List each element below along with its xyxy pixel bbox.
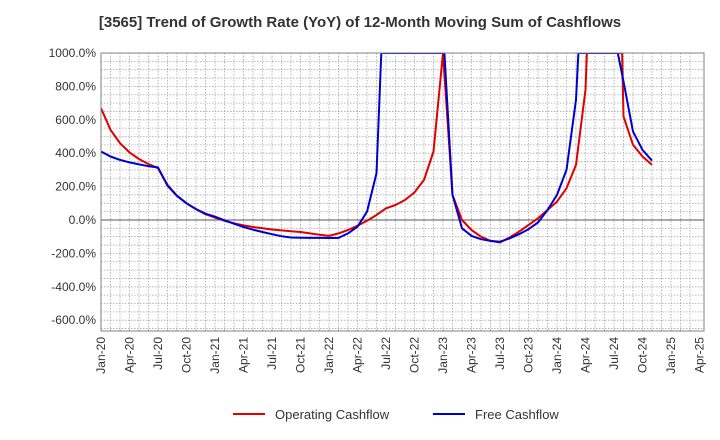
series-line-free-cashflow bbox=[101, 53, 653, 243]
x-tick-label: Oct-21 bbox=[294, 337, 308, 373]
x-tick-label: Apr-22 bbox=[351, 337, 365, 373]
y-tick-label: -400.0% bbox=[51, 280, 96, 294]
x-tick-label: Apr-23 bbox=[465, 337, 479, 373]
x-tick-label: Jan-20 bbox=[94, 337, 108, 374]
x-tick-label: Jan-25 bbox=[664, 337, 678, 374]
x-tick-labels: Jan-20 Apr-20 Jul-20 Oct-20 Jan-21 Apr-21 Jul-… bbox=[94, 337, 707, 374]
x-tick-label: Jul-23 bbox=[493, 337, 507, 370]
y-tick-label: -200.0% bbox=[51, 246, 96, 260]
x-tick-label: Oct-24 bbox=[636, 337, 650, 373]
x-tick-label: Apr-25 bbox=[693, 337, 707, 373]
x-tick-label: Jan-21 bbox=[208, 337, 222, 374]
y-tick-label: 200.0% bbox=[55, 180, 96, 194]
x-tick-label: Apr-24 bbox=[579, 337, 593, 373]
x-tick-label: Oct-23 bbox=[522, 337, 536, 373]
y-tick-label: 1000.0% bbox=[49, 46, 97, 60]
y-tick-labels: 1000.0% 800.0% 600.0% 400.0% 200.0% 0.0% -200.… bbox=[49, 46, 97, 327]
x-tick-label: Jul-22 bbox=[379, 337, 393, 370]
x-tick-label: Jan-22 bbox=[322, 337, 336, 374]
y-tick-label: 600.0% bbox=[55, 113, 96, 127]
chart-title: [3565] Trend of Growth Rate (YoY) of 12-… bbox=[98, 14, 622, 31]
x-tick-label: Oct-20 bbox=[180, 337, 194, 373]
x-tick-label: Oct-22 bbox=[408, 337, 422, 373]
series-layer bbox=[101, 53, 653, 244]
legend-label: Operating Cashflow bbox=[275, 407, 390, 422]
y-tick-label: -600.0% bbox=[51, 313, 96, 327]
x-tick-label: Jul-24 bbox=[607, 337, 621, 370]
x-tick-label: Jul-21 bbox=[265, 337, 279, 370]
plot-frame bbox=[100, 52, 705, 332]
grid-layer bbox=[101, 53, 704, 331]
legend-label: Free Cashflow bbox=[475, 407, 559, 422]
x-tick-label: Jul-20 bbox=[151, 337, 165, 370]
x-tick-label: Apr-21 bbox=[237, 337, 251, 373]
x-tick-label: Apr-20 bbox=[123, 337, 137, 373]
y-tick-label: 800.0% bbox=[55, 79, 96, 93]
y-tick-label: 400.0% bbox=[55, 146, 96, 160]
legend: Operating Cashflow Free Cashflow bbox=[233, 407, 559, 422]
x-tick-label: Jan-23 bbox=[436, 337, 450, 374]
y-tick-label: 0.0% bbox=[69, 213, 97, 227]
x-tick-label: Jan-24 bbox=[550, 337, 564, 374]
